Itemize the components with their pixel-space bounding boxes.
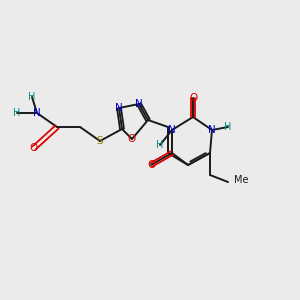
- Text: Me: Me: [234, 175, 248, 185]
- Text: N: N: [33, 108, 41, 118]
- Text: H: H: [28, 92, 36, 102]
- Text: O: O: [30, 143, 38, 153]
- Text: N: N: [135, 99, 143, 109]
- Text: O: O: [147, 160, 155, 170]
- Text: H: H: [13, 108, 21, 118]
- Text: O: O: [189, 93, 197, 103]
- Text: O: O: [128, 134, 136, 144]
- Text: H: H: [224, 122, 232, 132]
- Text: N: N: [208, 125, 216, 135]
- Text: S: S: [97, 136, 103, 146]
- Text: N: N: [115, 103, 123, 113]
- Text: N: N: [168, 125, 176, 135]
- Text: H: H: [156, 140, 164, 150]
